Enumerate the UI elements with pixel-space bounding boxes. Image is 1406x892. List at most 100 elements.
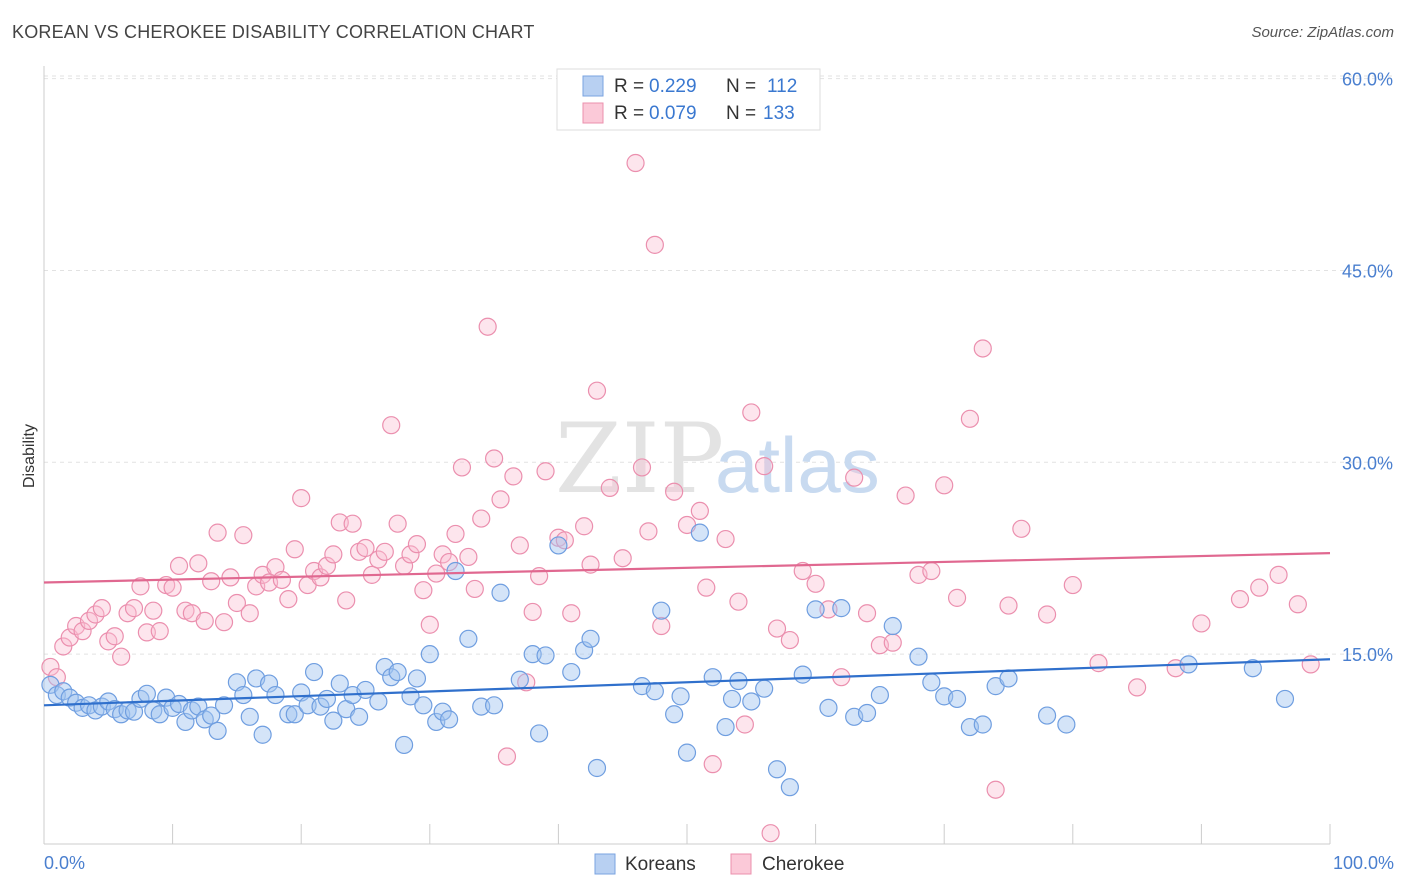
korean-point <box>407 669 427 688</box>
cherokee-point <box>240 604 259 623</box>
cherokee-point <box>285 540 304 559</box>
korean-point <box>677 743 697 762</box>
korean-point <box>562 662 581 682</box>
cherokee-point <box>202 572 221 591</box>
cherokee-point <box>767 619 787 638</box>
cherokee-point <box>375 542 394 561</box>
korean-point <box>208 721 227 740</box>
cherokee-point <box>716 529 735 549</box>
cherokee-point <box>112 647 131 666</box>
korean-point <box>947 689 967 709</box>
cherokee-point <box>587 381 607 400</box>
korean-point <box>510 670 529 689</box>
korean-point <box>742 692 761 711</box>
y-tick-label: 30.0% <box>1342 453 1393 473</box>
korean-point <box>324 711 343 730</box>
cherokee-point <box>755 457 774 476</box>
korean-swatch <box>582 75 604 97</box>
cherokee-point <box>478 317 497 336</box>
korean-point <box>279 705 298 724</box>
korean-point <box>176 712 195 732</box>
korean-point <box>317 689 337 709</box>
legend-korean-swatch <box>594 853 616 875</box>
watermark: ZIP atlas <box>555 403 880 515</box>
korean-point <box>690 523 709 542</box>
legend-korean-label: Koreans <box>625 854 696 875</box>
korean-point <box>1057 715 1076 734</box>
cherokee-point <box>947 588 967 607</box>
korean-trend-line <box>43 658 1331 707</box>
korean-point <box>330 674 349 693</box>
cherokee-point <box>600 478 619 497</box>
korean-point <box>999 669 1018 688</box>
cherokee-point <box>401 545 420 564</box>
korean-point <box>722 689 742 709</box>
legend-cherokee-swatch <box>730 853 752 875</box>
cherokee-point <box>935 476 954 495</box>
korean-point <box>420 645 439 664</box>
cherokee-point <box>922 561 941 581</box>
cherokee-point <box>189 554 208 573</box>
cherokee-point <box>536 462 555 481</box>
cherokee-point <box>761 824 780 843</box>
chart-title: KOREAN VS CHEROKEE DISABILITY CORRELATIO… <box>12 22 535 42</box>
korean-n-value: 112 <box>767 76 797 97</box>
korean-point <box>259 674 279 693</box>
korean-point <box>832 599 851 618</box>
korean-point <box>922 673 941 692</box>
korean-point <box>806 600 825 619</box>
cherokee-point <box>414 581 433 600</box>
cherokee-point <box>1127 678 1147 697</box>
y-tick-label: 60.0% <box>1342 70 1393 90</box>
y-tick-label: 45.0% <box>1342 261 1393 281</box>
cherokee-point <box>234 526 253 545</box>
cherokee-point <box>1288 595 1307 614</box>
korean-point <box>587 758 607 778</box>
cherokee-point <box>1012 519 1031 538</box>
korean-r-label: R = <box>614 76 644 97</box>
korean-point <box>767 760 787 779</box>
cherokee-point <box>703 755 722 774</box>
korean-point <box>369 692 388 711</box>
korean-point <box>214 696 234 715</box>
cherokee-point <box>510 536 529 555</box>
cherokee-point <box>613 549 632 568</box>
cherokee-point <box>697 578 716 597</box>
cherokee-point <box>382 416 401 435</box>
cherokee-point <box>497 747 517 766</box>
cherokee-point <box>272 570 292 590</box>
cherokee-n-label: N = <box>726 103 756 124</box>
korean-point <box>446 561 465 581</box>
cherokee-point <box>562 604 581 623</box>
korean-point <box>973 715 992 734</box>
cherokee-point <box>485 449 504 468</box>
cherokee-point <box>1192 614 1211 633</box>
cherokee-point <box>1301 655 1320 674</box>
cherokee-point <box>504 467 523 486</box>
y-axis-label: Disability <box>21 424 38 488</box>
cherokee-point <box>819 600 838 619</box>
korean-point <box>575 641 594 660</box>
series-legend: Koreans Cherokee <box>594 853 844 875</box>
korean-point <box>491 583 510 602</box>
korean-point <box>883 616 902 636</box>
korean-point <box>459 629 478 648</box>
cherokee-point <box>356 538 375 558</box>
korean-point <box>285 705 304 724</box>
korean-point <box>349 707 369 726</box>
y-tick-label: 15.0% <box>1342 645 1393 665</box>
korean-point <box>857 703 877 723</box>
cherokee-point <box>279 590 298 609</box>
cherokee-point <box>960 409 980 428</box>
cherokee-point <box>1063 575 1082 595</box>
korean-point <box>793 665 812 684</box>
cherokee-point <box>459 547 478 567</box>
cherokee-point <box>41 657 60 677</box>
cherokee-trend-line <box>43 552 1331 584</box>
cherokee-point <box>491 490 510 509</box>
y-tick-labels: 15.0% 30.0% 45.0% 60.0% <box>1342 70 1393 666</box>
cherokee-point <box>645 235 664 254</box>
korean-point <box>645 682 664 701</box>
korean-r-value: 0.229 <box>649 76 697 97</box>
korean-point <box>472 697 491 716</box>
